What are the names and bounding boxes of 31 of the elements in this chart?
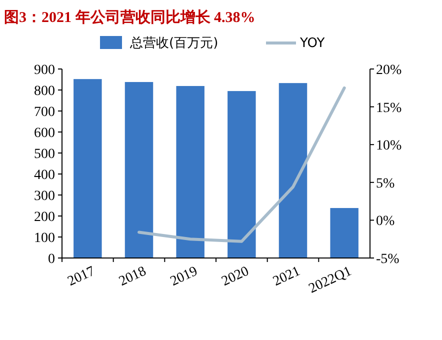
bar <box>330 208 358 258</box>
bar <box>176 86 204 258</box>
y2-tick-label: 5% <box>376 176 395 192</box>
bar <box>74 79 102 258</box>
y-tick-label: 500 <box>34 147 55 162</box>
y2-tick-label: 20% <box>376 63 402 78</box>
y-tick-label: 600 <box>34 126 55 141</box>
y2-tick-label: 0% <box>376 214 395 230</box>
bar <box>228 91 256 258</box>
y-tick-label: 900 <box>34 63 55 78</box>
y-tick-label: 0 <box>48 252 55 267</box>
y-tick-label: 200 <box>34 210 55 225</box>
y2-tick-label: -5% <box>376 252 400 267</box>
x-tick-label: 2018 <box>116 264 149 290</box>
bar <box>124 82 154 258</box>
y-tick-label: 400 <box>34 168 55 183</box>
y2-tick-label: 10% <box>376 138 402 154</box>
bar <box>278 83 308 258</box>
y-tick-label: 800 <box>34 84 55 99</box>
y-tick-label: 300 <box>34 189 55 204</box>
legend-label: YOY <box>299 36 325 51</box>
y-tick-label: 700 <box>34 105 55 120</box>
x-tick-label: 2017 <box>66 264 98 290</box>
x-tick-label: 2019 <box>168 264 200 290</box>
x-tick-label: 2020 <box>220 264 252 290</box>
legend-label: 总营收(百万元) <box>129 36 218 51</box>
chart-title: 图3：2021 年公司营收同比增长 4.38% <box>4 9 256 26</box>
y2-tick-label: 15% <box>376 100 402 116</box>
x-tick-label: 2021 <box>270 264 303 290</box>
line-series <box>138 86 346 243</box>
y-tick-label: 100 <box>34 231 55 246</box>
